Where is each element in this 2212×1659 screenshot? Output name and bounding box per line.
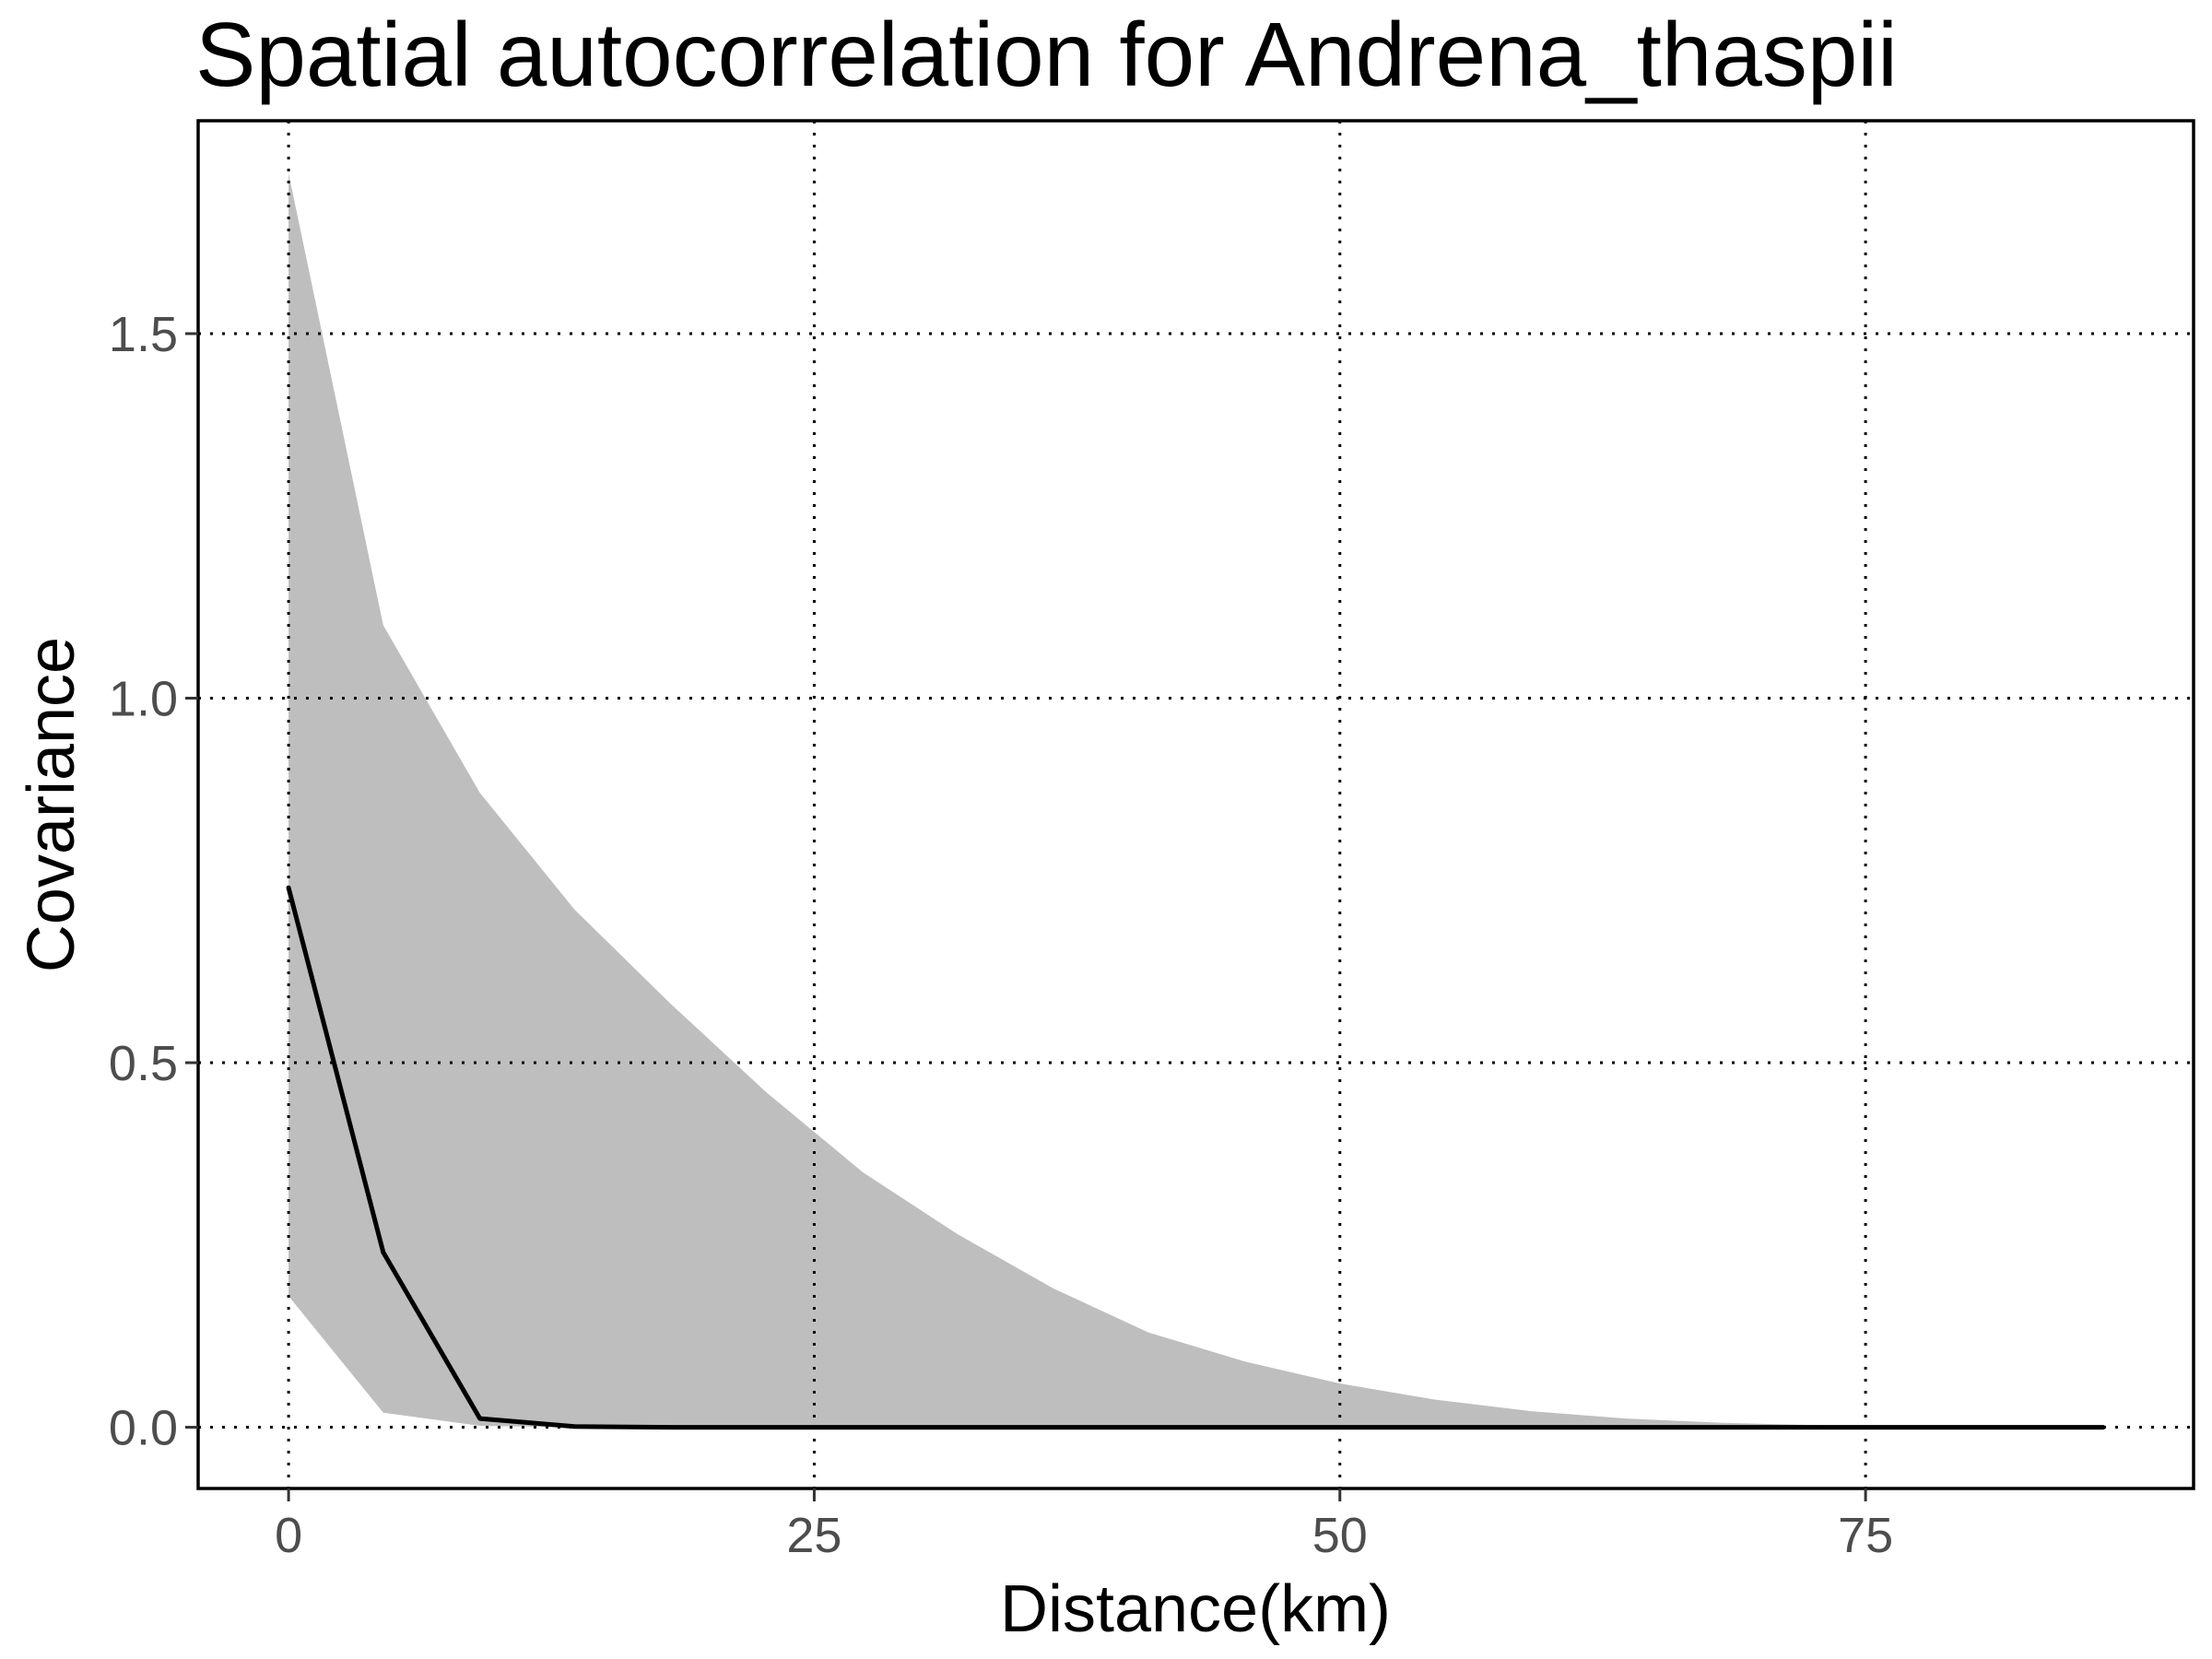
covariance-line [286,885,2106,1430]
y-axis-title: Covariance [15,637,88,972]
x-axis-tick-labels: 0 25 50 75 [275,1508,1893,1563]
chart-title: Spatial autocorrelation for Andrena_thas… [195,4,1898,105]
confidence-ribbon-layer [288,173,2103,1428]
panel-border [196,119,2195,1490]
x-tick-label: 25 [786,1508,841,1563]
confidence-ribbon [288,173,2103,1428]
y-tick-label: 1.5 [109,307,178,362]
gridlines [198,121,2194,1488]
x-axis-title: Distance(km) [1000,1572,1391,1646]
fit-line-layer [286,885,2106,1430]
y-axis-tick-labels: 0.0 0.5 1.0 1.5 [109,307,178,1456]
axis-ticks [185,332,1867,1501]
x-tick-label: 50 [1312,1508,1368,1563]
x-tick-label: 75 [1838,1508,1893,1563]
x-tick-label: 0 [275,1508,302,1563]
y-tick-label: 0.0 [109,1401,178,1456]
y-tick-label: 0.5 [109,1036,178,1091]
y-tick-label: 1.0 [109,672,178,727]
